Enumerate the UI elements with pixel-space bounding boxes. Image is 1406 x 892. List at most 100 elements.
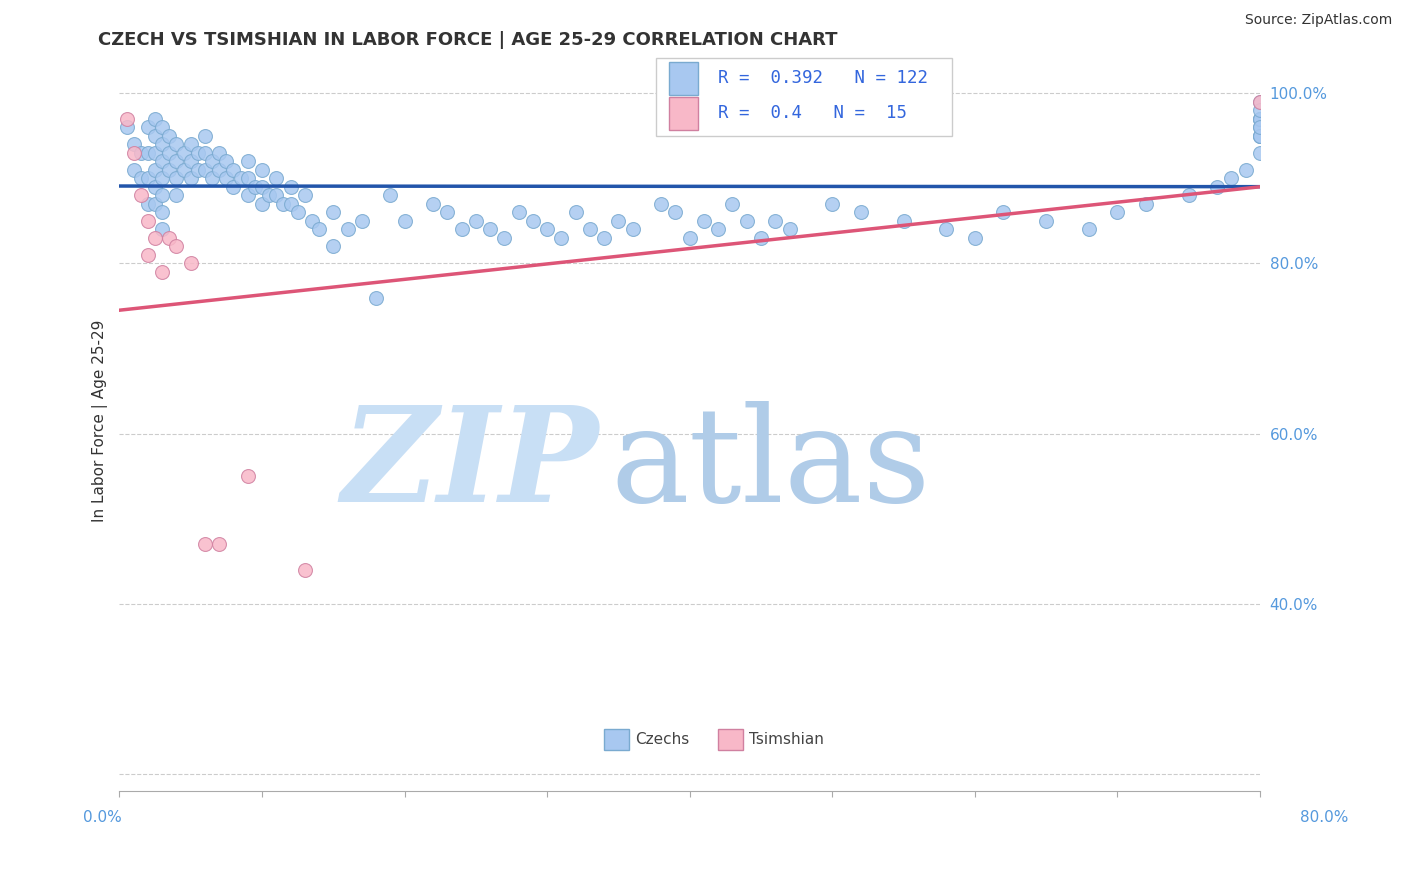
Text: Czechs: Czechs <box>636 731 689 747</box>
Point <box>201 171 224 186</box>
Point <box>821 197 844 211</box>
Point <box>136 214 159 228</box>
Point <box>1249 95 1271 109</box>
Point <box>136 120 159 135</box>
Text: 80.0%: 80.0% <box>1301 811 1348 825</box>
Point <box>136 197 159 211</box>
Point <box>222 179 245 194</box>
Point <box>693 214 716 228</box>
Point <box>721 197 744 211</box>
Point <box>187 162 209 177</box>
Point <box>264 171 287 186</box>
Point <box>294 188 316 202</box>
Point <box>1249 112 1271 126</box>
Point <box>250 162 273 177</box>
Text: R =  0.4   N =  15: R = 0.4 N = 15 <box>718 103 907 122</box>
Text: CZECH VS TSIMSHIAN IN LABOR FORCE | AGE 25-29 CORRELATION CHART: CZECH VS TSIMSHIAN IN LABOR FORCE | AGE … <box>98 31 838 49</box>
Point <box>607 214 630 228</box>
Point <box>150 171 173 186</box>
Point <box>194 162 217 177</box>
Point <box>129 188 152 202</box>
Point <box>136 171 159 186</box>
Point <box>1177 188 1199 202</box>
Point <box>1249 112 1271 126</box>
Point <box>1135 197 1157 211</box>
FancyBboxPatch shape <box>605 729 630 749</box>
Point <box>779 222 801 236</box>
Point <box>166 239 188 253</box>
Point <box>287 205 309 219</box>
Point <box>1077 222 1099 236</box>
Point <box>257 188 280 202</box>
Point <box>157 162 180 177</box>
Point <box>273 197 295 211</box>
Point <box>143 231 166 245</box>
Point <box>150 137 173 152</box>
Point <box>150 265 173 279</box>
Point <box>1107 205 1129 219</box>
Point <box>1249 120 1271 135</box>
Point <box>893 214 915 228</box>
Point <box>1249 128 1271 143</box>
Text: 0.0%: 0.0% <box>83 811 122 825</box>
Point <box>194 128 217 143</box>
Point <box>150 154 173 169</box>
Point <box>150 205 173 219</box>
Point <box>201 154 224 169</box>
Point <box>993 205 1015 219</box>
Text: ZIP: ZIP <box>342 401 599 530</box>
Point <box>166 154 188 169</box>
Point <box>236 154 259 169</box>
Point <box>250 179 273 194</box>
Point <box>173 162 195 177</box>
Point <box>536 222 558 236</box>
Point <box>301 214 323 228</box>
Point <box>1249 120 1271 135</box>
Point <box>187 145 209 160</box>
Point <box>364 291 387 305</box>
Point <box>1249 95 1271 109</box>
Point <box>564 205 586 219</box>
Point <box>122 137 145 152</box>
Point <box>322 205 344 219</box>
Text: Tsimshian: Tsimshian <box>749 731 824 747</box>
Point <box>550 231 572 245</box>
Point <box>236 171 259 186</box>
Point <box>115 112 138 126</box>
Point <box>450 222 472 236</box>
Point <box>157 145 180 160</box>
Point <box>679 231 702 245</box>
Point <box>1035 214 1057 228</box>
Point <box>173 145 195 160</box>
Point <box>1249 103 1271 118</box>
Point <box>464 214 486 228</box>
Point <box>394 214 416 228</box>
Point <box>243 179 266 194</box>
Point <box>650 197 672 211</box>
Point <box>579 222 602 236</box>
Point <box>215 154 238 169</box>
Point <box>436 205 458 219</box>
Point <box>280 197 302 211</box>
Point <box>129 145 152 160</box>
FancyBboxPatch shape <box>669 62 697 95</box>
Point <box>166 171 188 186</box>
Point <box>735 214 758 228</box>
Point <box>143 162 166 177</box>
Point <box>180 256 202 270</box>
FancyBboxPatch shape <box>718 729 744 749</box>
Point <box>849 205 872 219</box>
Point <box>194 537 217 551</box>
Y-axis label: In Labor Force | Age 25-29: In Labor Force | Age 25-29 <box>93 319 108 522</box>
Point <box>143 128 166 143</box>
Point <box>250 197 273 211</box>
Point <box>208 537 231 551</box>
Point <box>380 188 402 202</box>
Point <box>208 162 231 177</box>
Point <box>1249 145 1271 160</box>
Point <box>166 188 188 202</box>
Point <box>136 248 159 262</box>
Point <box>180 137 202 152</box>
Point <box>935 222 957 236</box>
Point <box>150 120 173 135</box>
